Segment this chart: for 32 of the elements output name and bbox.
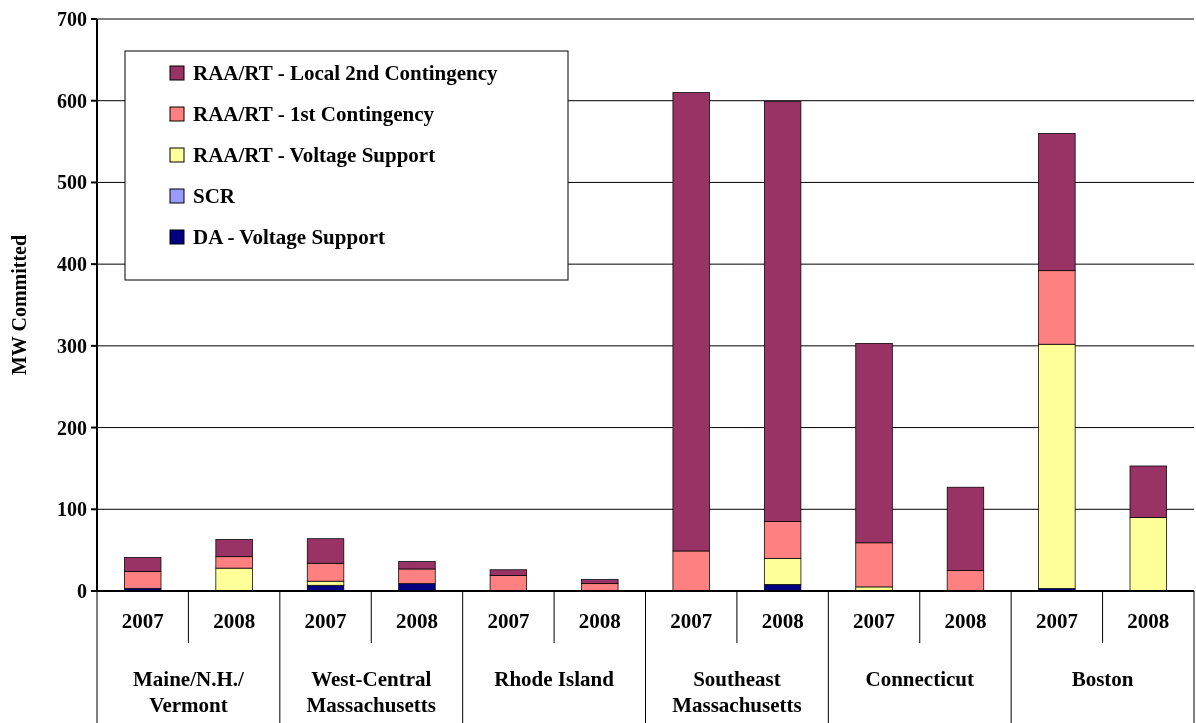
x-tick-label: 2007 (487, 609, 530, 633)
x-tick-label: 2008 (944, 609, 987, 633)
text: West-Central Massachusetts (306, 667, 436, 717)
legend-label: RAA/RT - Voltage Support (193, 143, 436, 168)
y-tick-label: 100 (57, 498, 87, 521)
text: Maine/N.H./ Vermont (133, 667, 245, 717)
y-tick-label: 300 (57, 334, 87, 357)
x-tick-label: 2007 (121, 609, 164, 633)
y-axis-title: MW Committed (8, 234, 30, 376)
x-tick-label: 2008 (1127, 609, 1170, 633)
legend-label: SCR (193, 184, 236, 209)
y-tick-label: 200 (57, 416, 87, 439)
text: Southeast Massachusetts (672, 667, 802, 717)
x-tick-label: 2007 (1035, 609, 1078, 633)
x-tick-label: 2007 (670, 609, 713, 633)
x-tick-label: 2008 (578, 609, 621, 633)
y-tick-label: 600 (57, 89, 87, 112)
legend-label: RAA/RT - 1st Contingency (193, 102, 435, 127)
y-tick-label: 400 (57, 253, 87, 276)
x-tick-label: 2008 (395, 609, 438, 633)
x-tick-label: 2007 (304, 609, 347, 633)
y-tick-label: 700 (57, 8, 87, 30)
x-tick-label: 2008 (761, 609, 804, 633)
text: Rhode Island (494, 667, 615, 691)
legend-label: DA - Voltage Support (193, 225, 385, 250)
text: Boston (1071, 667, 1134, 691)
y-tick-label: 500 (57, 171, 87, 194)
x-tick-label: 2007 (853, 609, 896, 633)
text: Connecticut (865, 667, 974, 691)
y-tick-label: 0 (77, 580, 87, 602)
legend-label: RAA/RT - Local 2nd Contingency (193, 61, 499, 86)
x-tick-label: 2008 (213, 609, 256, 633)
